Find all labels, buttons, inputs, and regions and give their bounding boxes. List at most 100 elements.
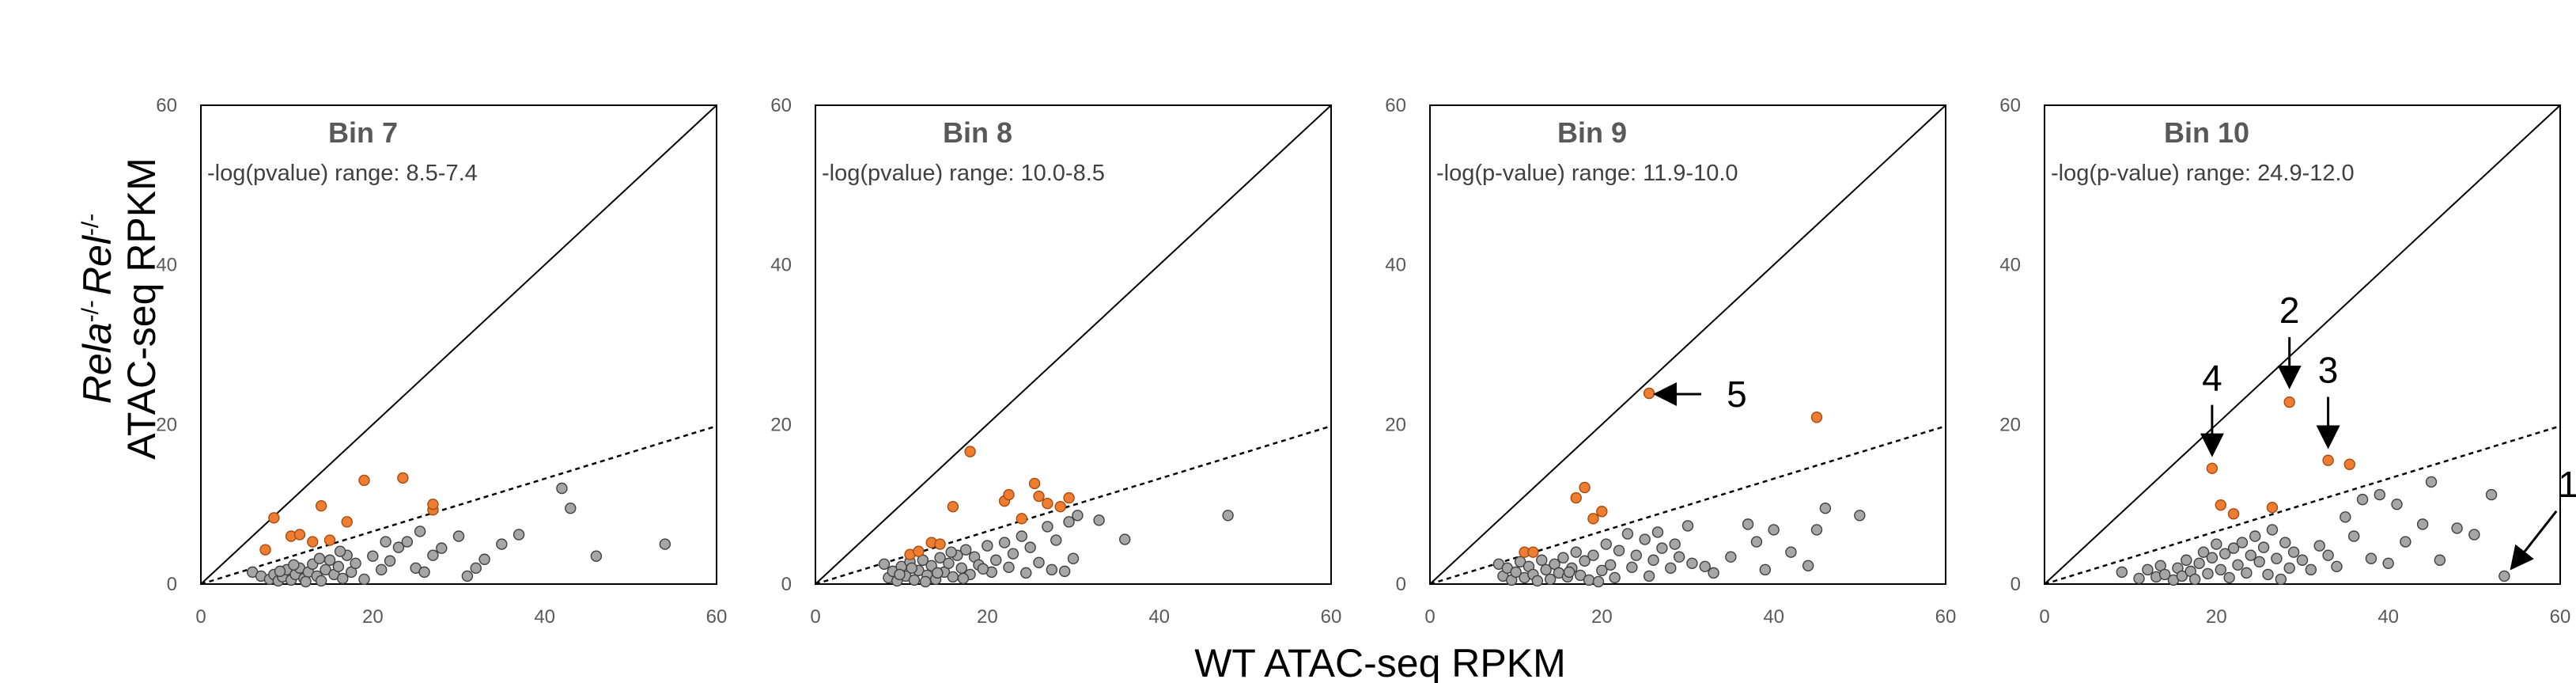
background-point <box>2142 563 2154 576</box>
background-point <box>959 544 972 556</box>
background-point <box>1854 510 1866 522</box>
background-point <box>2425 476 2438 488</box>
background-point <box>1665 562 1677 575</box>
highlighted-point <box>934 538 946 550</box>
background-point <box>2253 556 2265 567</box>
background-point <box>2382 557 2394 569</box>
background-point <box>350 557 361 569</box>
background-point <box>1007 548 1019 560</box>
y-tick-label: 20 <box>1385 414 1406 435</box>
highlighted-point <box>1810 412 1823 423</box>
background-point <box>315 575 327 587</box>
background-point <box>479 553 490 565</box>
background-point <box>2275 573 2287 586</box>
highlighted-point <box>964 446 976 457</box>
y-label-sup2: -/- <box>78 214 104 236</box>
chart-panel-2: 0 20 40 60 0 20 40 60 Bin 8 -log(pvalue) range: 1… <box>770 95 1341 628</box>
background-point <box>1510 566 1522 579</box>
y-tick-label: 0 <box>1396 574 1406 595</box>
background-point <box>384 555 396 567</box>
y-tick-label: 60 <box>156 95 177 116</box>
background-point <box>1583 574 1595 586</box>
highlighted-point <box>1016 513 1028 525</box>
plot-frame <box>200 104 717 585</box>
background-point <box>2287 546 2300 558</box>
background-point <box>1819 503 1832 514</box>
highlighted-point <box>307 536 319 548</box>
background-point <box>957 572 970 585</box>
reference-line-cutoff <box>1429 425 1946 586</box>
x-tick-label: 60 <box>706 606 728 628</box>
background-point <box>1742 518 1754 530</box>
highlighted-point <box>1596 506 1608 518</box>
background-point <box>2245 549 2257 561</box>
background-point <box>2498 570 2510 582</box>
background-point <box>1604 559 1617 571</box>
background-point <box>932 567 944 579</box>
background-point <box>2279 537 2291 548</box>
plot-frame <box>2044 104 2561 585</box>
highlighted-point <box>1579 481 1591 494</box>
x-tick-label: 40 <box>534 606 555 628</box>
background-point <box>2223 571 2235 584</box>
background-point <box>1592 575 1605 588</box>
highlighted-point <box>358 474 370 487</box>
annotation-label: 3 <box>2318 350 2339 391</box>
background-point <box>2296 554 2309 566</box>
y-tick-label: 20 <box>770 414 792 435</box>
highlighted-point <box>1587 513 1599 525</box>
background-point <box>1681 520 1694 532</box>
background-point <box>367 550 379 562</box>
background-point <box>2176 570 2188 582</box>
background-point <box>1093 514 1105 526</box>
background-point <box>418 566 430 579</box>
background-point <box>1531 575 1544 587</box>
y-label-rela: Rela <box>75 322 119 404</box>
background-point <box>2211 538 2222 550</box>
background-point <box>1570 546 1582 558</box>
background-point <box>2305 563 2317 576</box>
annotation-label: 5 <box>1727 374 1747 415</box>
background-point <box>590 550 603 562</box>
background-point <box>436 542 448 554</box>
annotation-4: 4 <box>2200 358 2224 457</box>
pvalue-range-label: -log(p-value) range: 24.9-12.0 <box>2051 161 2355 186</box>
background-point <box>1609 571 1621 584</box>
background-point <box>878 558 891 570</box>
plot-frame <box>815 104 1332 585</box>
background-point <box>1669 538 1681 550</box>
background-point <box>1621 528 1634 540</box>
highlighted-point <box>2266 502 2279 514</box>
x-tick-label: 40 <box>2377 606 2399 628</box>
background-point <box>1750 536 1763 548</box>
chart-panel-1: 0 20 40 60 0 20 40 60 Bin 7 -log(pvalue) range: 8… <box>156 95 727 628</box>
chart-panel-4: 0 20 40 60 0 20 40 60 Bin 10 -log(p-value) range:… <box>1999 95 2570 628</box>
highlighted-point <box>397 472 409 484</box>
background-point <box>1600 538 1612 550</box>
background-point <box>906 562 917 575</box>
background-point <box>2202 567 2214 580</box>
annotation-1: 1 <box>2510 464 2576 571</box>
background-point <box>1514 556 1526 567</box>
background-point <box>2365 552 2377 564</box>
annotation-2: 2 <box>2277 290 2302 389</box>
background-point <box>461 570 474 582</box>
x-axis-label: WT ATAC-seq RPKM <box>1194 641 1566 683</box>
background-point <box>2232 559 2244 571</box>
background-point <box>1810 524 1823 536</box>
annotation-3: 3 <box>2316 350 2340 450</box>
annotations: 5 4 23 1 <box>1652 290 2576 571</box>
background-point <box>1072 510 1084 522</box>
y-label-rel: Rel <box>75 234 119 295</box>
background-point <box>2262 568 2274 581</box>
highlighted-point <box>323 534 336 546</box>
background-point <box>2356 493 2369 506</box>
background-point <box>955 562 967 575</box>
background-point <box>380 536 392 548</box>
background-point <box>1574 569 1587 582</box>
x-tick-label: 0 <box>2039 606 2049 628</box>
annotation-label: 1 <box>2558 464 2576 505</box>
background-point <box>337 572 349 585</box>
background-point <box>1587 549 1599 561</box>
